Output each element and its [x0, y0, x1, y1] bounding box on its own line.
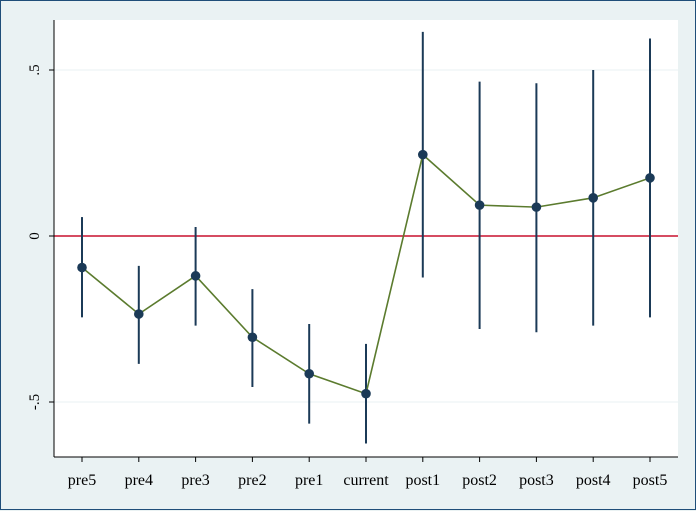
- x-tick-label-pre2: pre2: [238, 472, 266, 489]
- y-tick-label-0: -.5: [27, 394, 43, 410]
- x-tick-label-post2: post2: [462, 472, 497, 489]
- point-current: [361, 388, 371, 399]
- point-pre5: [77, 262, 87, 273]
- point-post2: [474, 200, 485, 210]
- point-pre2: [247, 332, 258, 343]
- point-post5: [645, 173, 655, 183]
- point-pre1: [304, 368, 315, 379]
- data-points: [77, 149, 655, 399]
- x-tick-label-post4: post4: [576, 472, 611, 489]
- x-tick-label-pre3: pre3: [181, 472, 209, 489]
- x-tick-label-post3: post3: [519, 472, 554, 489]
- y-axis-ticks: -.5 0 .5: [27, 64, 54, 410]
- x-tick-label-current: current: [343, 472, 389, 489]
- x-tick-label-pre1: pre1: [295, 472, 323, 489]
- x-tick-label-pre4: pre4: [125, 472, 153, 489]
- x-axis-ticks: pre5 pre4 pre3 pre2 pre1 current post1 post2 pos…: [68, 457, 668, 489]
- y-tick-label-1: 0: [27, 232, 43, 240]
- x-tick-label-post1: post1: [405, 472, 440, 489]
- x-tick-label-post5: post5: [633, 472, 668, 489]
- point-pre4: [134, 309, 144, 319]
- x-tick-label-pre5: pre5: [68, 472, 96, 489]
- point-post1: [418, 149, 428, 160]
- y-tick-label-2: .5: [27, 64, 43, 75]
- point-post3: [531, 202, 542, 212]
- point-post4: [588, 193, 598, 203]
- point-pre3: [190, 271, 201, 281]
